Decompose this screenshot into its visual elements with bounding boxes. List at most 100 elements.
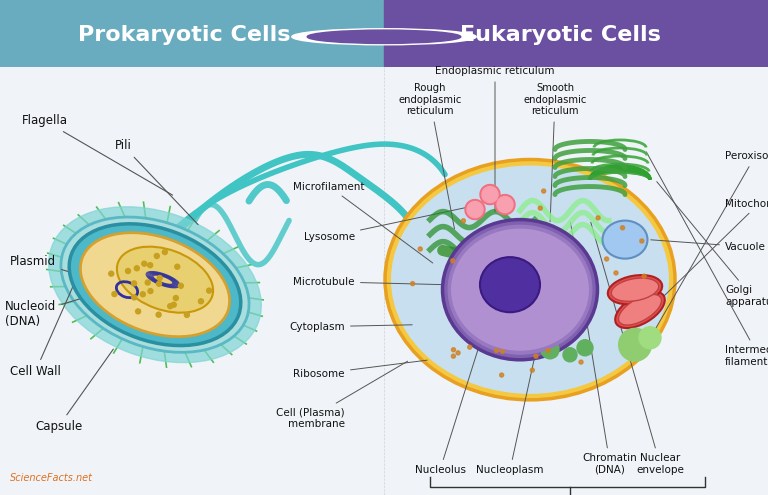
Circle shape: [452, 348, 455, 352]
Circle shape: [167, 303, 173, 309]
Circle shape: [142, 261, 147, 266]
Ellipse shape: [81, 233, 230, 337]
Circle shape: [462, 219, 465, 223]
Circle shape: [563, 348, 577, 362]
Ellipse shape: [607, 275, 662, 304]
Circle shape: [419, 247, 422, 251]
Text: Lysosome: Lysosome: [304, 205, 477, 242]
Circle shape: [465, 199, 485, 220]
Text: Capsule: Capsule: [35, 349, 114, 433]
Circle shape: [501, 349, 505, 353]
Circle shape: [619, 329, 651, 361]
Text: Intermediate
filaments: Intermediate filaments: [647, 152, 768, 367]
Circle shape: [452, 354, 455, 358]
Text: Nuclear
envelope: Nuclear envelope: [591, 222, 684, 475]
Circle shape: [546, 348, 550, 352]
Circle shape: [531, 368, 535, 372]
Text: Vacuole: Vacuole: [650, 240, 766, 251]
Ellipse shape: [451, 229, 589, 351]
Ellipse shape: [615, 292, 665, 328]
Ellipse shape: [61, 217, 249, 352]
Text: Cell (Plasma)
membrane: Cell (Plasma) membrane: [276, 361, 408, 429]
Circle shape: [147, 263, 153, 268]
Circle shape: [577, 340, 593, 356]
Text: Mitochondria: Mitochondria: [657, 198, 768, 303]
Circle shape: [131, 295, 137, 300]
Text: VS: VS: [375, 30, 393, 43]
FancyArrowPatch shape: [442, 232, 518, 254]
Circle shape: [154, 253, 159, 258]
Circle shape: [468, 345, 472, 349]
Text: Microfilament: Microfilament: [293, 182, 432, 263]
Ellipse shape: [48, 207, 261, 363]
Circle shape: [141, 292, 145, 297]
Circle shape: [184, 312, 190, 317]
Circle shape: [456, 351, 460, 355]
Ellipse shape: [448, 225, 592, 355]
Circle shape: [125, 268, 131, 274]
Circle shape: [538, 206, 542, 210]
Text: Nucleoplasm: Nucleoplasm: [476, 312, 545, 475]
Circle shape: [411, 282, 415, 286]
Circle shape: [495, 348, 498, 352]
Circle shape: [642, 274, 646, 278]
Circle shape: [162, 249, 167, 254]
Text: Cytoplasm: Cytoplasm: [290, 322, 412, 332]
Text: Chromatin
(DNA): Chromatin (DNA): [571, 222, 637, 475]
Text: Smooth
endoplasmic
reticulum: Smooth endoplasmic reticulum: [523, 83, 587, 222]
Circle shape: [621, 226, 624, 230]
Circle shape: [640, 239, 644, 243]
Circle shape: [148, 289, 153, 294]
Circle shape: [134, 266, 139, 271]
Text: Rough
endoplasmic
reticulum: Rough endoplasmic reticulum: [399, 83, 462, 229]
Text: Nucleolus: Nucleolus: [415, 282, 499, 475]
Circle shape: [109, 271, 114, 276]
Circle shape: [451, 259, 455, 263]
Circle shape: [534, 354, 538, 358]
Circle shape: [480, 185, 500, 204]
Text: Cell Wall: Cell Wall: [10, 257, 86, 378]
Circle shape: [157, 276, 162, 281]
Text: Microtubule: Microtubule: [293, 277, 442, 287]
Circle shape: [136, 309, 141, 314]
Ellipse shape: [69, 224, 241, 346]
Ellipse shape: [391, 165, 669, 394]
Ellipse shape: [385, 159, 675, 400]
Bar: [0, 0, 384, 67]
Circle shape: [639, 327, 661, 349]
Text: ScienceFacts.net: ScienceFacts.net: [10, 473, 93, 483]
Circle shape: [497, 197, 513, 212]
Circle shape: [145, 280, 151, 285]
Circle shape: [495, 195, 515, 214]
Circle shape: [171, 302, 176, 307]
Circle shape: [482, 187, 498, 202]
Text: Ribosome: Ribosome: [293, 360, 427, 379]
Ellipse shape: [117, 247, 213, 313]
Circle shape: [307, 30, 461, 44]
Circle shape: [174, 296, 178, 300]
Circle shape: [112, 292, 117, 297]
Text: Golgi
apparatus: Golgi apparatus: [657, 182, 768, 307]
Circle shape: [292, 29, 476, 45]
Circle shape: [178, 283, 184, 288]
Text: Nucleoid
(DNA): Nucleoid (DNA): [5, 276, 157, 328]
Ellipse shape: [480, 257, 540, 312]
Ellipse shape: [611, 278, 659, 301]
Circle shape: [541, 341, 559, 359]
Text: Pili: Pili: [115, 140, 198, 225]
Circle shape: [131, 281, 137, 286]
Circle shape: [596, 216, 600, 220]
Circle shape: [467, 201, 483, 218]
Circle shape: [175, 264, 180, 269]
Ellipse shape: [603, 221, 647, 259]
Circle shape: [614, 271, 618, 275]
Text: Eukaryotic Cells: Eukaryotic Cells: [460, 25, 661, 45]
Circle shape: [500, 373, 504, 377]
Ellipse shape: [618, 295, 661, 325]
Text: Peroxisome: Peroxisome: [650, 151, 768, 340]
Circle shape: [604, 257, 608, 261]
Text: Endoplasmic reticulum: Endoplasmic reticulum: [435, 66, 554, 212]
Text: Flagella: Flagella: [22, 114, 173, 195]
Circle shape: [207, 288, 212, 293]
Ellipse shape: [442, 220, 598, 360]
